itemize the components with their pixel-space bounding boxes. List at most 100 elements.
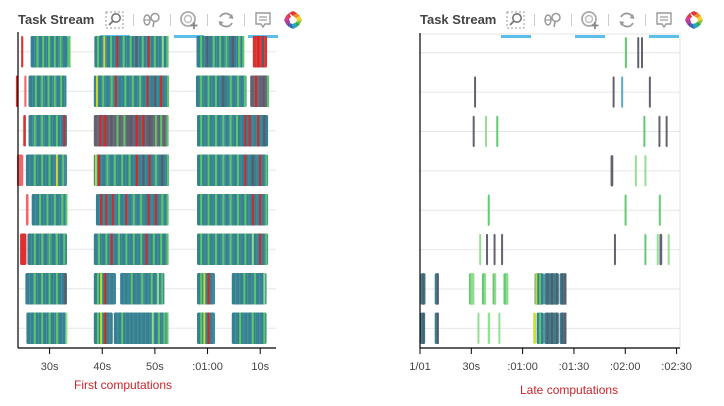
task-stripe (140, 233, 143, 265)
task-stripe (96, 36, 99, 68)
task-stripe (212, 36, 215, 68)
task-stripe (33, 273, 36, 305)
task-stripe (48, 154, 51, 186)
task-stripe (231, 36, 234, 68)
x-tick-label: :01:00 (192, 361, 223, 373)
task-stripe (55, 233, 58, 265)
task-stripe (244, 115, 247, 147)
reset-button[interactable] (615, 8, 639, 32)
task-stripe (222, 115, 225, 147)
task-stripe (96, 312, 99, 344)
reset-button[interactable] (214, 8, 238, 32)
task-block (197, 194, 269, 226)
task-stripe (203, 312, 206, 344)
task-block (648, 76, 651, 108)
task-stripe (153, 36, 156, 68)
task-stripe (551, 273, 554, 305)
task-stripe (154, 154, 157, 186)
task-stripe (36, 36, 39, 68)
hover-button[interactable] (649, 8, 679, 38)
task-stripe (104, 273, 107, 305)
task-block (610, 155, 614, 187)
task-stripe (148, 154, 151, 186)
wheel-zoom-button[interactable] (140, 8, 164, 32)
task-stripe (145, 233, 148, 265)
task-block (197, 312, 215, 344)
bokeh-logo-button[interactable] (682, 8, 706, 32)
task-stripe (116, 115, 119, 147)
task-stripe (207, 154, 210, 186)
task-stripe (48, 115, 51, 147)
task-stripe (200, 273, 203, 305)
task-block (496, 115, 499, 148)
task-stripe (62, 154, 65, 186)
task-block (95, 194, 169, 226)
task-stream-chart-late[interactable]: 1/01 30s:01:00:01:30:02:00:02:30 (400, 0, 724, 406)
x-tick-label: :02:00 (610, 361, 641, 373)
task-block (479, 233, 482, 266)
hover-icon (656, 12, 672, 29)
task-block (624, 37, 627, 69)
task-stripe (243, 75, 246, 107)
task-block (659, 233, 663, 266)
task-stripe (110, 36, 113, 68)
task-stripe (103, 36, 106, 68)
task-stripe (166, 312, 169, 344)
task-stripe (200, 312, 203, 344)
task-stripe (64, 273, 67, 305)
task-block (197, 154, 269, 186)
wheel-zoom-button[interactable] (541, 8, 565, 32)
task-stripe (261, 36, 264, 68)
task-stripe (229, 154, 232, 186)
task-stripe (535, 273, 538, 305)
task-stripe (265, 154, 268, 186)
task-stripe (41, 115, 44, 147)
zoom-in-button[interactable] (174, 8, 204, 38)
task-stripe (214, 154, 217, 186)
task-stripe (152, 233, 155, 265)
task-stripe (41, 273, 44, 305)
task-stripe (59, 36, 62, 68)
toolbar (501, 6, 712, 38)
task-block (25, 273, 67, 305)
task-stripe (39, 194, 42, 226)
task-stripe (135, 36, 138, 68)
task-block (487, 194, 490, 226)
box-zoom-icon (506, 11, 525, 29)
toolbar-separator (244, 14, 245, 26)
task-stripe (436, 312, 439, 344)
task-stream-chart-first[interactable]: 30s 40s 50s:01:00 10s (0, 0, 300, 406)
task-stripe (151, 312, 154, 344)
task-stripe (121, 312, 124, 344)
box-zoom-button[interactable] (501, 8, 531, 38)
task-stripe (214, 233, 217, 265)
task-stripe (53, 75, 56, 107)
task-stripe (161, 154, 164, 186)
task-stripe (219, 36, 222, 68)
task-stripe (153, 75, 156, 107)
toolbar-separator (133, 14, 134, 26)
task-stripe (251, 154, 254, 186)
x-tick-label: :01:30 (559, 361, 590, 373)
task-block (486, 233, 489, 266)
task-stripe (248, 115, 251, 147)
task-stripe (166, 233, 169, 265)
task-stripe (122, 36, 125, 68)
task-stripe (34, 75, 37, 107)
task-stripe (132, 194, 135, 226)
task-block (658, 194, 661, 226)
task-stripe (200, 115, 203, 147)
toolbar-separator (571, 14, 572, 26)
x-tick-label: 40s (93, 361, 111, 373)
task-stripe (222, 233, 225, 265)
task-stripe (33, 154, 36, 186)
task-block (621, 76, 624, 108)
task-stripe (41, 233, 44, 265)
zoom-in-button[interactable] (575, 8, 605, 38)
toolbar-separator (170, 14, 171, 26)
task-stripe (150, 273, 153, 305)
task-stripe (125, 194, 128, 226)
bokeh-logo-button[interactable] (281, 8, 305, 32)
task-block (197, 233, 269, 265)
task-stripe (470, 273, 473, 305)
